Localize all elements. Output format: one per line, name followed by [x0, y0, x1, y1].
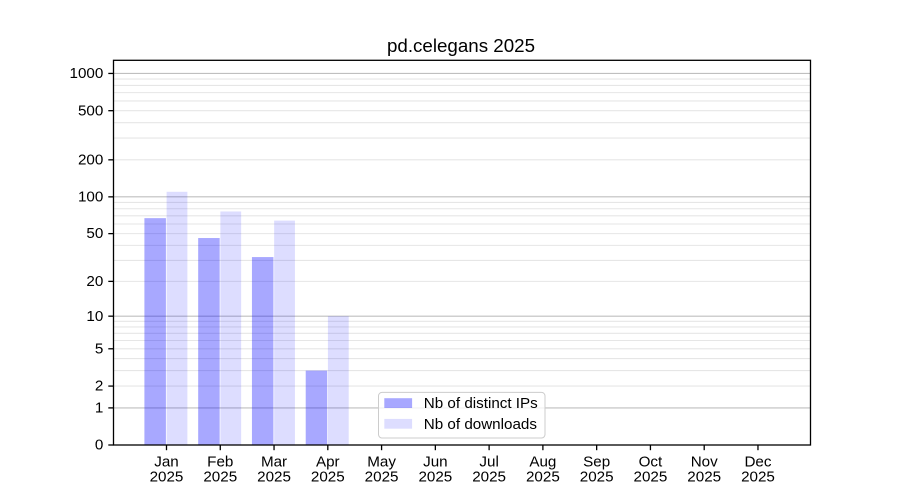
svg-text:2025: 2025 [311, 469, 345, 486]
svg-text:1000: 1000 [70, 65, 104, 82]
svg-text:Dec: Dec [744, 454, 771, 471]
svg-text:2025: 2025 [150, 469, 184, 486]
svg-text:2025: 2025 [634, 469, 668, 486]
svg-text:Mar: Mar [261, 454, 287, 471]
svg-text:500: 500 [78, 102, 103, 119]
svg-text:May: May [367, 454, 396, 471]
svg-text:Nov: Nov [691, 454, 718, 471]
svg-text:pd.celegans 2025: pd.celegans 2025 [387, 35, 535, 56]
svg-text:Aug: Aug [529, 454, 556, 471]
svg-text:Sep: Sep [583, 454, 610, 471]
svg-text:Feb: Feb [207, 454, 233, 471]
svg-text:Oct: Oct [639, 454, 663, 471]
svg-text:100: 100 [78, 188, 103, 205]
svg-text:2025: 2025 [687, 469, 721, 486]
svg-text:Apr: Apr [316, 454, 340, 471]
svg-text:2025: 2025 [203, 469, 237, 486]
svg-text:50: 50 [86, 225, 103, 242]
svg-text:2025: 2025 [365, 469, 399, 486]
svg-text:2: 2 [95, 378, 103, 395]
svg-text:200: 200 [78, 151, 103, 168]
svg-text:Jul: Jul [479, 454, 498, 471]
svg-text:2025: 2025 [526, 469, 560, 486]
svg-text:Nb of distinct IPs: Nb of distinct IPs [424, 395, 538, 412]
svg-text:2025: 2025 [418, 469, 452, 486]
svg-text:2025: 2025 [741, 469, 775, 486]
svg-text:0: 0 [95, 437, 103, 454]
svg-text:2025: 2025 [472, 469, 506, 486]
svg-text:10: 10 [86, 308, 103, 325]
svg-text:Jan: Jan [154, 454, 179, 471]
svg-text:5: 5 [95, 340, 103, 357]
svg-text:Jun: Jun [423, 454, 448, 471]
svg-text:2025: 2025 [257, 469, 291, 486]
svg-text:Nb of downloads: Nb of downloads [424, 416, 538, 433]
svg-text:20: 20 [86, 273, 103, 290]
svg-text:1: 1 [95, 400, 103, 417]
svg-text:2025: 2025 [580, 469, 614, 486]
